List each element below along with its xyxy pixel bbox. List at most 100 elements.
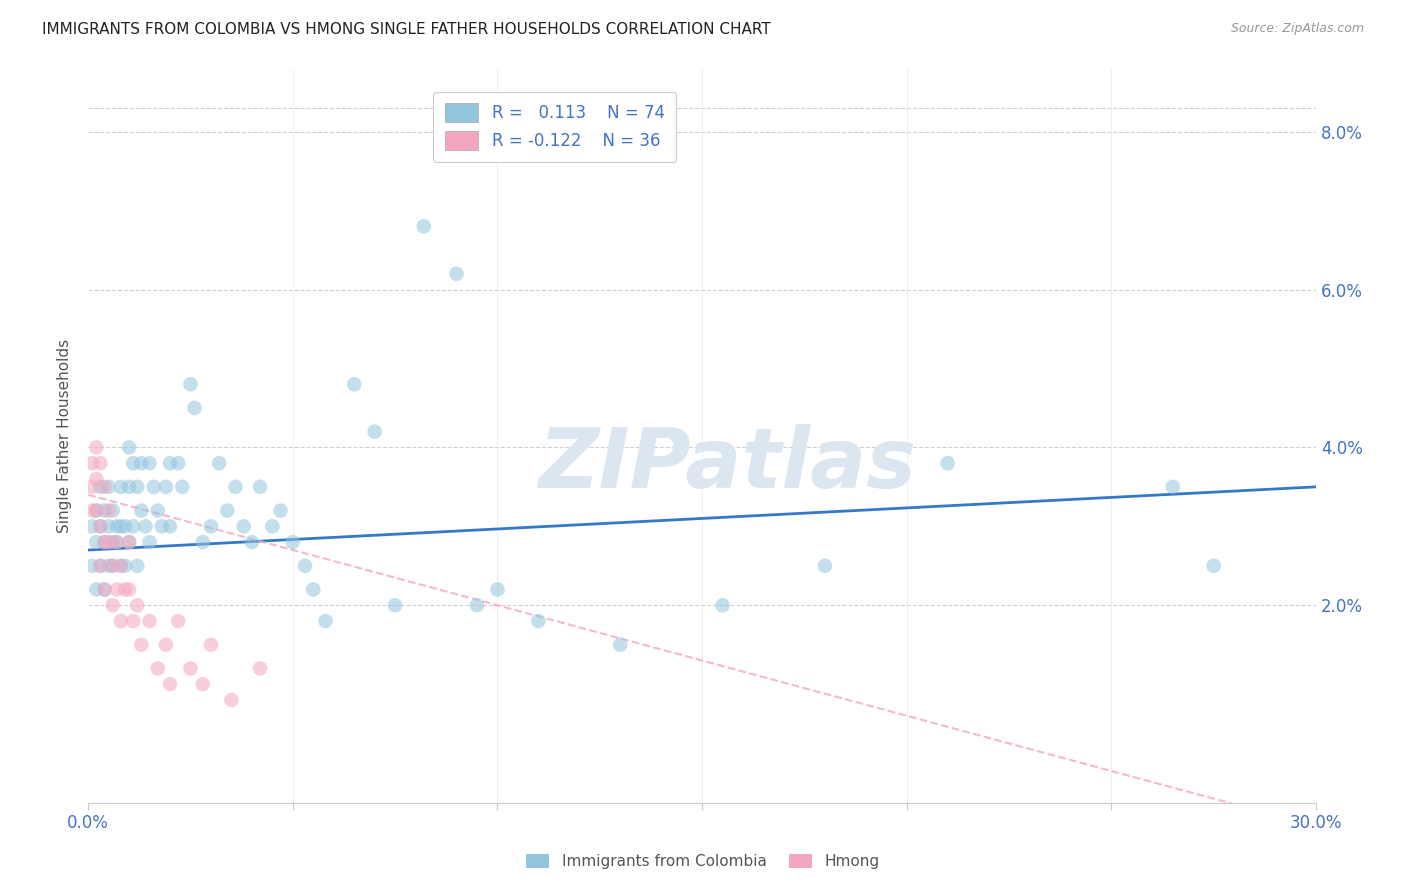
Point — [159, 519, 181, 533]
Point — [86, 503, 108, 517]
Point — [97, 558, 120, 573]
Point — [127, 558, 149, 573]
Point — [1202, 558, 1225, 573]
Point — [110, 558, 132, 573]
Point — [138, 614, 160, 628]
Point — [93, 535, 115, 549]
Point — [93, 480, 115, 494]
Point — [221, 693, 243, 707]
Point — [486, 582, 509, 597]
Point — [86, 503, 108, 517]
Point — [200, 519, 222, 533]
Point — [101, 558, 124, 573]
Point — [101, 503, 124, 517]
Point — [167, 614, 190, 628]
Point — [97, 503, 120, 517]
Point — [179, 661, 201, 675]
Point — [110, 519, 132, 533]
Point — [114, 582, 136, 597]
Point — [134, 519, 156, 533]
Text: Source: ZipAtlas.com: Source: ZipAtlas.com — [1230, 22, 1364, 36]
Point — [155, 480, 177, 494]
Point — [93, 503, 115, 517]
Point — [97, 519, 120, 533]
Point — [131, 456, 153, 470]
Point — [446, 267, 468, 281]
Point — [240, 535, 263, 549]
Point — [93, 535, 115, 549]
Point — [208, 456, 231, 470]
Point — [465, 599, 488, 613]
Point — [82, 480, 104, 494]
Point — [159, 677, 181, 691]
Point — [82, 503, 104, 517]
Point — [127, 599, 149, 613]
Point — [138, 535, 160, 549]
Point — [105, 535, 128, 549]
Point — [97, 535, 120, 549]
Point — [191, 535, 214, 549]
Point — [302, 582, 325, 597]
Point — [142, 480, 165, 494]
Point — [82, 456, 104, 470]
Point — [118, 480, 141, 494]
Point — [89, 456, 111, 470]
Text: IMMIGRANTS FROM COLOMBIA VS HMONG SINGLE FATHER HOUSEHOLDS CORRELATION CHART: IMMIGRANTS FROM COLOMBIA VS HMONG SINGLE… — [42, 22, 770, 37]
Point — [146, 503, 169, 517]
Point — [217, 503, 239, 517]
Point — [101, 558, 124, 573]
Point — [179, 377, 201, 392]
Point — [114, 558, 136, 573]
Point — [89, 558, 111, 573]
Point — [146, 661, 169, 675]
Point — [86, 441, 108, 455]
Point — [191, 677, 214, 691]
Point — [232, 519, 254, 533]
Point — [315, 614, 337, 628]
Point — [249, 480, 271, 494]
Point — [384, 599, 406, 613]
Point — [86, 472, 108, 486]
Point — [86, 535, 108, 549]
Point — [814, 558, 837, 573]
Legend: Immigrants from Colombia, Hmong: Immigrants from Colombia, Hmong — [520, 848, 886, 875]
Point — [131, 638, 153, 652]
Point — [97, 480, 120, 494]
Point — [110, 558, 132, 573]
Point — [155, 638, 177, 652]
Point — [159, 456, 181, 470]
Point — [122, 614, 145, 628]
Point — [1161, 480, 1184, 494]
Point — [118, 535, 141, 549]
Point — [609, 638, 631, 652]
Point — [183, 401, 205, 415]
Point — [150, 519, 173, 533]
Point — [114, 519, 136, 533]
Point — [294, 558, 316, 573]
Point — [122, 456, 145, 470]
Point — [82, 558, 104, 573]
Legend: R =   0.113    N = 74, R = -0.122    N = 36: R = 0.113 N = 74, R = -0.122 N = 36 — [433, 92, 676, 161]
Y-axis label: Single Father Households: Single Father Households — [58, 338, 72, 533]
Point — [412, 219, 434, 234]
Point — [936, 456, 959, 470]
Point — [105, 535, 128, 549]
Point — [527, 614, 550, 628]
Point — [82, 519, 104, 533]
Point — [118, 535, 141, 549]
Point — [93, 582, 115, 597]
Point — [89, 519, 111, 533]
Point — [172, 480, 194, 494]
Text: ZIPatlas: ZIPatlas — [537, 425, 915, 506]
Point — [200, 638, 222, 652]
Point — [105, 582, 128, 597]
Point — [249, 661, 271, 675]
Point — [110, 614, 132, 628]
Point — [343, 377, 366, 392]
Point — [167, 456, 190, 470]
Point — [110, 480, 132, 494]
Point — [270, 503, 292, 517]
Point — [101, 599, 124, 613]
Point — [224, 480, 246, 494]
Point — [122, 519, 145, 533]
